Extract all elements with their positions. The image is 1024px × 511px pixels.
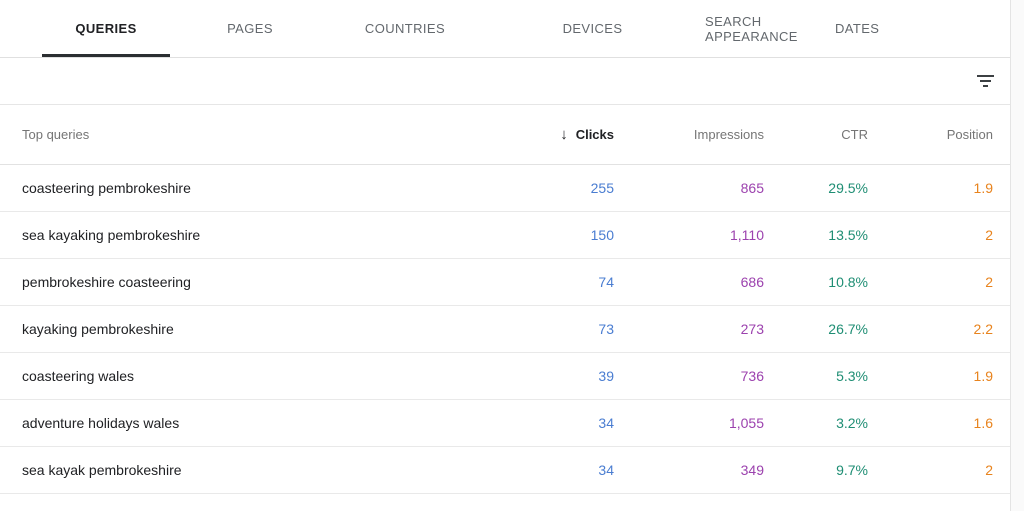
ctr-value: 13.5% (828, 227, 868, 243)
tab-label: COUNTRIES (364, 21, 446, 36)
sort-descending-icon: ↓ (560, 126, 568, 143)
ctr-value: 3.2% (836, 415, 868, 431)
impressions-value: 1,055 (728, 415, 764, 431)
impressions-value: 736 (740, 368, 764, 384)
ctr-value: 5.3% (836, 368, 868, 384)
tab-label: DATES (835, 21, 880, 36)
position-value: 2 (985, 462, 993, 478)
queries-table-body: coasteering pembrokeshire 255 865 29.5% … (0, 165, 1024, 494)
clicks-value: 255 (590, 180, 614, 196)
position-value: 1.6 (973, 415, 993, 431)
impressions-value: 273 (740, 321, 764, 337)
query-text: coasteering pembrokeshire (22, 180, 191, 196)
ctr-value: 29.5% (828, 180, 868, 196)
query-text: pembrokeshire coasteering (22, 274, 191, 290)
ctr-value: 9.7% (836, 462, 868, 478)
query-table-row[interactable]: kayaking pembrokeshire 73 273 26.7% 2.2 (0, 306, 1024, 353)
column-header-impressions[interactable]: Impressions (693, 127, 764, 142)
tab-label: QUERIES (75, 21, 137, 36)
right-gutter (1010, 0, 1024, 511)
ctr-value: 26.7% (828, 321, 868, 337)
query-text: sea kayak pembrokeshire (22, 462, 182, 478)
clicks-value: 39 (598, 368, 614, 384)
query-text: adventure holidays wales (22, 415, 180, 431)
dimension-tab[interactable]: SEARCH APPEARANCE (705, 0, 835, 57)
clicks-value: 34 (598, 415, 614, 431)
tab-label: SEARCH APPEARANCE (705, 13, 798, 44)
query-table-row[interactable]: coasteering pembrokeshire 255 865 29.5% … (0, 165, 1024, 212)
column-header-top-queries: Top queries (22, 127, 90, 142)
impressions-value: 1,110 (730, 227, 764, 243)
ctr-value: 10.8% (828, 274, 868, 290)
query-table-row[interactable]: sea kayak pembrokeshire 34 349 9.7% 2 (0, 447, 1024, 494)
column-header-ctr[interactable]: CTR (841, 127, 868, 142)
clicks-header-label: Clicks (575, 127, 614, 142)
query-table-row[interactable]: adventure holidays wales 34 1,055 3.2% 1… (0, 400, 1024, 447)
impressions-value: 865 (740, 180, 764, 196)
column-header-position[interactable]: Position (946, 127, 993, 142)
query-text: sea kayaking pembrokeshire (22, 227, 201, 243)
position-value: 2 (985, 227, 993, 243)
filter-toolbar (0, 58, 1024, 105)
query-text: kayaking pembrokeshire (22, 321, 174, 337)
dimension-tab[interactable]: PAGES (170, 0, 330, 57)
table-header-row: Top queries ↓ Clicks Impressions CTR Pos… (0, 105, 1024, 165)
query-text: coasteering wales (22, 368, 135, 384)
dimension-tab[interactable]: QUERIES (42, 0, 170, 57)
query-table-row[interactable]: coasteering wales 39 736 5.3% 1.9 (0, 353, 1024, 400)
tab-label: DEVICES (562, 21, 623, 36)
position-value: 1.9 (973, 180, 993, 196)
tab-label: PAGES (227, 21, 273, 36)
impressions-value: 349 (740, 462, 764, 478)
clicks-value: 74 (598, 274, 614, 290)
filter-list-icon[interactable] (976, 72, 994, 90)
position-value: 2 (985, 274, 993, 290)
dimension-tab[interactable]: DEVICES (480, 0, 705, 57)
position-value: 2.2 (973, 321, 993, 337)
column-header-clicks[interactable]: ↓ Clicks (484, 126, 614, 143)
dimension-tabs: QUERIES PAGES COUNTRIES DEVICES SEARCH A… (0, 0, 1024, 58)
position-value: 1.9 (973, 368, 993, 384)
query-table-row[interactable]: sea kayaking pembrokeshire 150 1,110 13.… (0, 212, 1024, 259)
dimension-tab[interactable]: COUNTRIES (330, 0, 480, 57)
dimension-tab[interactable]: DATES (835, 0, 879, 57)
impressions-value: 686 (740, 274, 764, 290)
query-table-row[interactable]: pembrokeshire coasteering 74 686 10.8% 2 (0, 259, 1024, 306)
clicks-value: 150 (590, 227, 614, 243)
clicks-value: 73 (598, 321, 614, 337)
clicks-value: 34 (598, 462, 614, 478)
